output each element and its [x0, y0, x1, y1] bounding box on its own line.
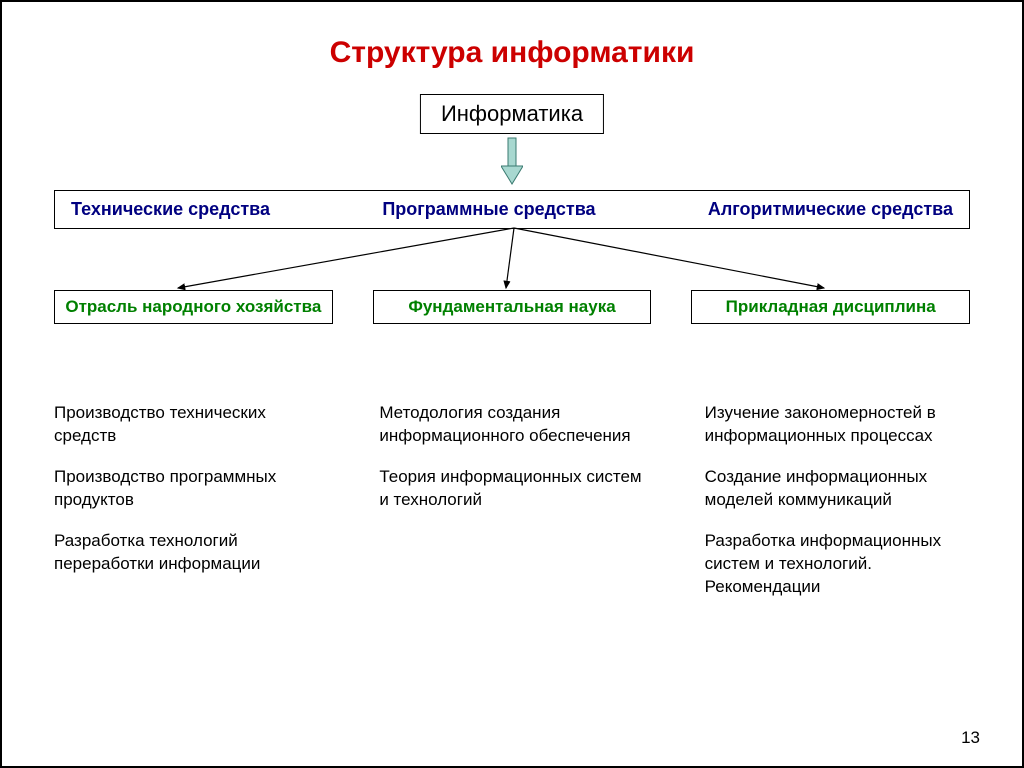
branch-right	[514, 228, 824, 288]
arrow-shaft	[508, 138, 516, 166]
page-number: 13	[961, 728, 980, 748]
desc-col-3: Изучение закономерностей в информационны…	[705, 402, 970, 599]
arrow-head	[501, 166, 523, 184]
desc-col-2: Методология создания информационного обе…	[379, 402, 644, 599]
desc-item: Производство технических средств	[54, 402, 319, 448]
desc-item: Производство программных продуктов	[54, 466, 319, 512]
level3-container: Отрасль народного хозяйства Фундаменталь…	[54, 290, 970, 324]
root-node: Информатика	[420, 94, 604, 134]
level3-box-science: Фундаментальная наука	[373, 290, 652, 324]
descriptions: Производство технических средств Произво…	[54, 402, 970, 599]
branch-left	[178, 228, 514, 288]
desc-item: Разработка технологий переработки информ…	[54, 530, 319, 576]
level2-item-software: Программные средства	[382, 199, 595, 220]
arrow-down	[501, 136, 523, 186]
diagram-title: Структура информатики	[2, 36, 1022, 70]
desc-item: Теория информационных систем и технологи…	[379, 466, 644, 512]
level3-box-industry: Отрасль народного хозяйства	[54, 290, 333, 324]
branches	[2, 226, 1024, 292]
level2-item-technical: Технические средства	[71, 199, 270, 220]
desc-item: Создание информационных моделей коммуник…	[705, 466, 970, 512]
desc-col-1: Производство технических средств Произво…	[54, 402, 319, 599]
level2-container: Технические средства Программные средств…	[54, 190, 970, 229]
desc-item: Изучение закономерностей в информационны…	[705, 402, 970, 448]
level3-box-applied: Прикладная дисциплина	[691, 290, 970, 324]
desc-item: Разработка информационных систем и техно…	[705, 530, 970, 599]
level2-item-algorithmic: Алгоритмические средства	[708, 199, 953, 220]
branch-mid	[506, 228, 514, 288]
desc-item: Методология создания информационного обе…	[379, 402, 644, 448]
